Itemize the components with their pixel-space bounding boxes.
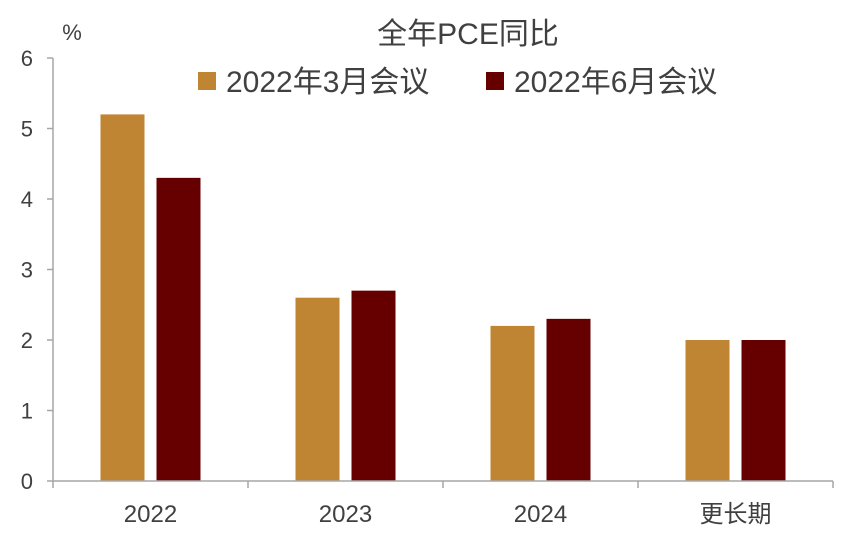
bar — [100, 114, 145, 482]
y-tick-label: 2 — [21, 328, 33, 353]
x-tick-label: 2022 — [124, 501, 177, 528]
legend-label: 2022年3月会议 — [226, 66, 429, 99]
bar — [685, 340, 730, 481]
y-tick-label: 6 — [21, 46, 33, 71]
legend: 2022年3月会议 2022年6月会议 — [198, 66, 717, 99]
x-tick-label: 更长期 — [700, 501, 772, 528]
bar — [156, 177, 201, 481]
y-axis: 0 1 2 3 4 5 6 — [21, 46, 54, 494]
x-tick-label: 2023 — [319, 501, 372, 528]
y-tick-label: 3 — [21, 258, 33, 283]
y-tick-label: 1 — [21, 399, 33, 424]
bar — [351, 290, 396, 481]
bar — [295, 297, 340, 481]
bar — [490, 325, 535, 481]
bars — [100, 114, 786, 482]
x-tick-label: 2024 — [514, 501, 567, 528]
legend-label: 2022年6月会议 — [514, 66, 717, 99]
legend-swatch — [486, 72, 504, 90]
y-axis-unit: % — [62, 20, 82, 45]
bar — [546, 318, 591, 481]
y-tick-label: 4 — [21, 187, 33, 212]
y-tick-label: 5 — [21, 117, 33, 142]
y-tick-label: 0 — [21, 469, 33, 494]
chart-title: 全年PCE同比 — [377, 18, 559, 51]
x-axis: 2022 2023 2024 更长期 — [52, 480, 834, 528]
legend-swatch — [198, 72, 216, 90]
bar — [741, 340, 786, 481]
